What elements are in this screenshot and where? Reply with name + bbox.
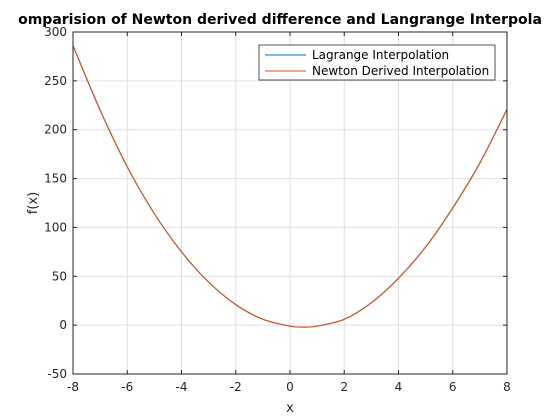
x-axis-label: x	[286, 401, 294, 416]
legend-label-lagrange: Lagrange Interpolation	[312, 48, 449, 62]
y-axis-label: f(x)	[26, 192, 41, 214]
x-tick-label: -2	[230, 380, 242, 394]
x-tick-label: 6	[449, 380, 457, 394]
y-tick-label: 200	[44, 123, 67, 137]
legend-label-newton: Newton Derived Interpolation	[312, 64, 489, 78]
y-tick-label: 50	[52, 269, 67, 283]
y-tick-label: 100	[44, 220, 67, 234]
x-tick-label: -8	[67, 380, 79, 394]
y-tick-label: 150	[44, 172, 67, 186]
x-tick-label: -4	[176, 380, 188, 394]
x-tick-label: 0	[286, 380, 294, 394]
x-tick-label: 4	[395, 380, 403, 394]
x-tick-label: -6	[121, 380, 133, 394]
y-tick-label: -50	[47, 367, 67, 381]
x-tick-label: 2	[340, 380, 348, 394]
legend: Lagrange Interpolation Newton Derived In…	[259, 45, 495, 80]
y-tick-label: 0	[59, 318, 67, 332]
x-tick-label: 8	[503, 380, 511, 394]
y-tick-label: 250	[44, 74, 67, 88]
chart-title: omparision of Newton derived difference …	[18, 12, 542, 28]
